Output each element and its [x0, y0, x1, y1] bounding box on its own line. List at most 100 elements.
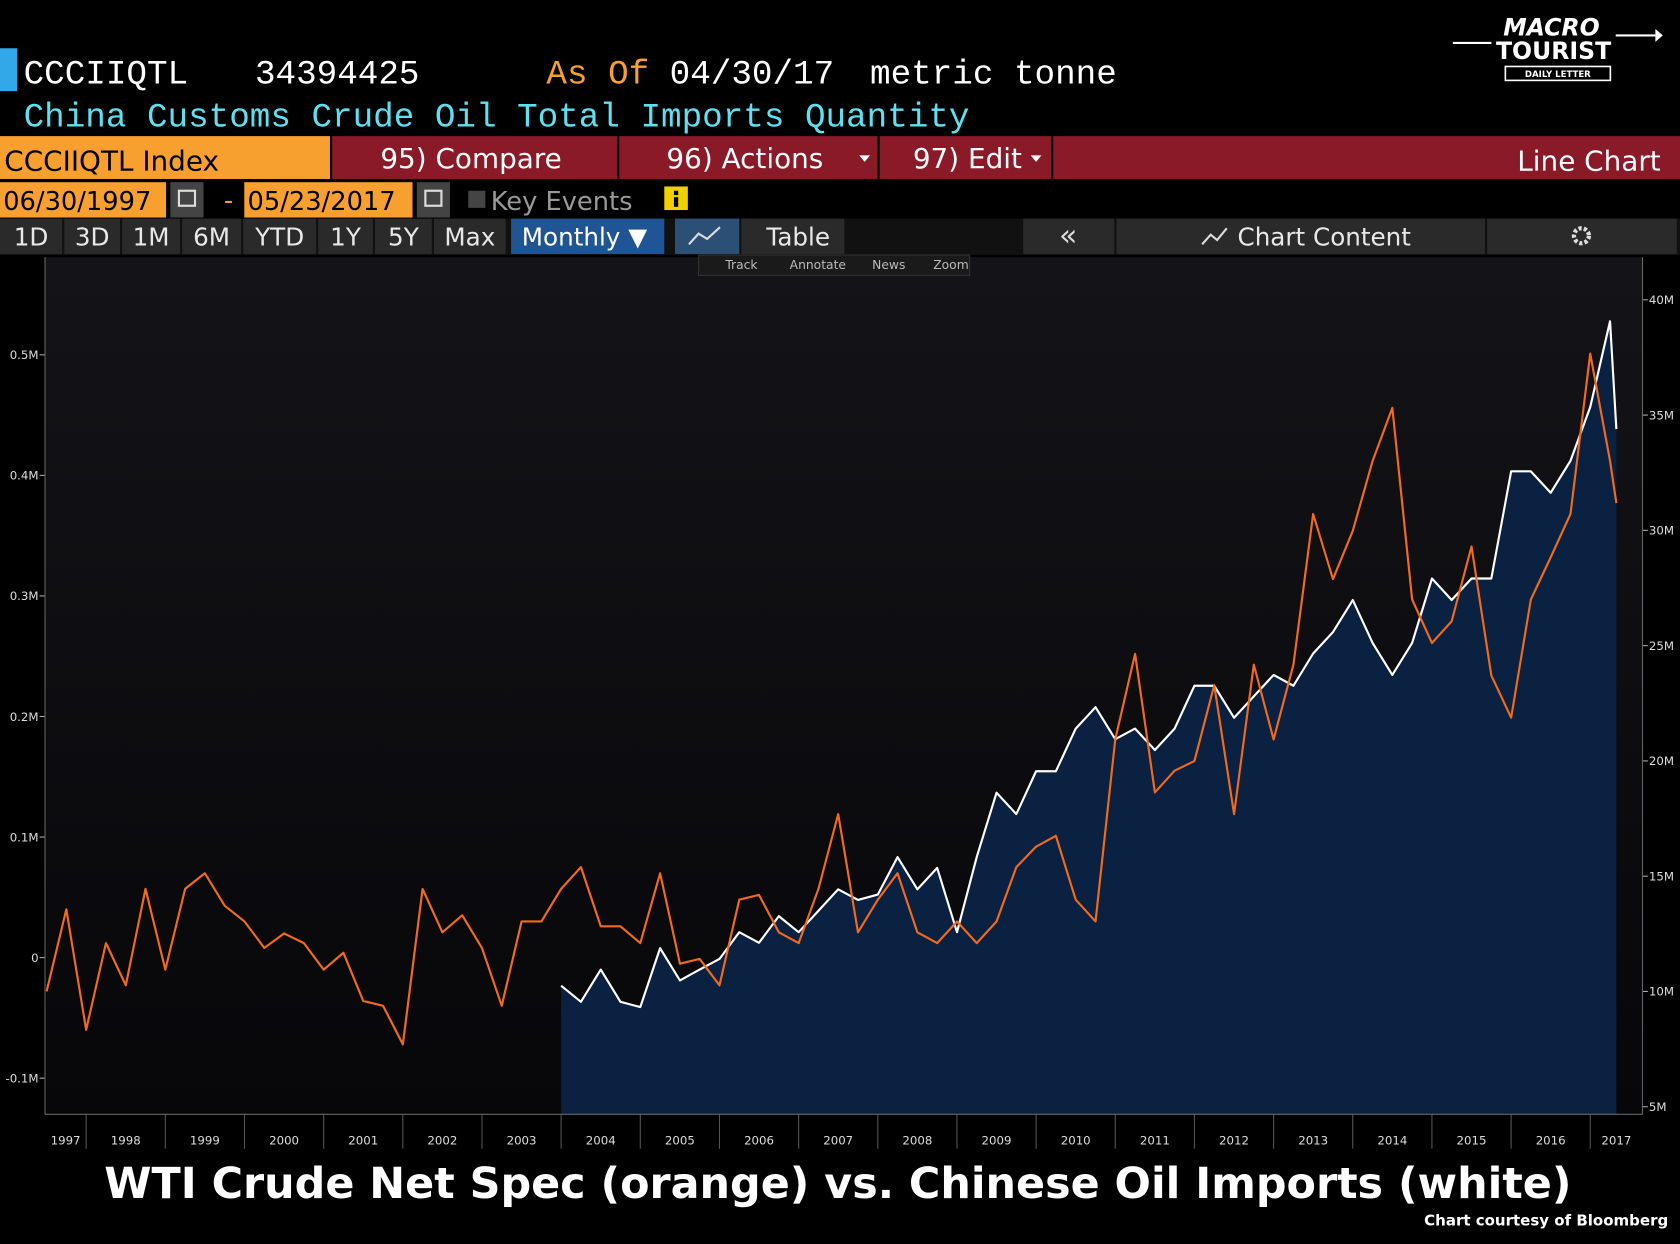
calendar-button[interactable] — [416, 182, 450, 218]
x-tick-label: 2012 — [1219, 1133, 1249, 1147]
y-tick-label: 0.3M — [10, 589, 39, 603]
collapse-button[interactable]: « — [1059, 218, 1077, 253]
period-box[interactable] — [0, 218, 63, 254]
chart-content-box[interactable] — [1116, 218, 1485, 254]
period-buttons: 1D 3D 1M 6M YTD 1Y 5Y Max — [0, 218, 506, 254]
chart-tool[interactable]: Track — [724, 258, 758, 272]
key-events-checkbox[interactable] — [468, 190, 486, 208]
y-tick-label: 0.1M — [10, 830, 39, 844]
period-button[interactable]: 3D — [75, 222, 110, 251]
calendar-icon — [177, 189, 197, 207]
y2-tick-label: 15M — [1649, 869, 1674, 883]
chart-content-button[interactable]: Chart Content — [1238, 222, 1412, 251]
logo-line2: TOURIST — [1496, 37, 1611, 65]
period-button[interactable]: 1Y — [330, 222, 362, 251]
x-tick-label: 1999 — [190, 1133, 220, 1147]
actions-button[interactable]: 96) Actions — [666, 142, 823, 175]
y-tick-label: 0 — [31, 951, 39, 965]
chart-tools-bar — [698, 254, 971, 276]
period-box[interactable] — [375, 218, 432, 254]
cursor-block — [0, 48, 18, 92]
security-box[interactable] — [0, 136, 330, 179]
chart-view-button[interactable] — [675, 218, 740, 254]
frequency-box[interactable] — [511, 218, 665, 254]
area — [561, 321, 1617, 1115]
settings-box[interactable] — [1487, 218, 1677, 254]
period-button[interactable]: YTD — [254, 222, 304, 251]
period-button[interactable]: 1M — [133, 222, 170, 251]
y2-tick-label: 5M — [1649, 1100, 1667, 1114]
x-tick-label: 2000 — [269, 1133, 299, 1147]
y-tick-label: 0.5M — [10, 348, 39, 362]
chart-tool[interactable]: Zoom — [933, 258, 969, 272]
x-tick-label: 2011 — [1140, 1133, 1170, 1147]
y2-tick-label: 25M — [1649, 639, 1674, 653]
chart: -0.1M 0 0.1M 0.2M 0.3M 0.4M 0.5M 5M 10M 15M 20M 25M… — [5, 293, 1674, 1149]
x-tick-label: 2002 — [427, 1133, 457, 1147]
edit-button[interactable]: 97) Edit — [913, 142, 1022, 175]
period-button[interactable]: 5Y — [388, 222, 420, 251]
x-tick-label: 2015 — [1457, 1133, 1487, 1147]
table-box[interactable] — [741, 218, 845, 254]
x-tick-label: 2017 — [1601, 1133, 1631, 1147]
as-of-date: 04/30/17 — [670, 56, 835, 95]
last-value: 34394425 — [255, 56, 420, 95]
settings-icon — [1571, 226, 1592, 246]
y2-tick-label: 30M — [1649, 524, 1674, 538]
y2-tick-label: 20M — [1649, 754, 1674, 768]
period-box[interactable] — [433, 218, 506, 254]
compare-button[interactable]: 95) Compare — [380, 142, 561, 175]
period-box[interactable] — [243, 218, 317, 254]
x-tick-label: 2006 — [744, 1133, 774, 1147]
period-button[interactable]: 1D — [14, 222, 49, 251]
x-tick-label: 2014 — [1377, 1133, 1407, 1147]
end-date[interactable]: 05/23/2017 — [247, 187, 395, 217]
calendar-icon — [424, 189, 443, 207]
start-date-box[interactable] — [0, 182, 167, 218]
x-tick-label: 1997 — [51, 1133, 81, 1147]
logo-box — [1504, 65, 1612, 82]
period-button[interactable]: Max — [444, 222, 495, 251]
frequency[interactable]: Monthly ▼ — [522, 222, 647, 251]
y2-tick-label: 40M — [1649, 293, 1674, 307]
y-tick-label: 0.4M — [10, 469, 39, 483]
chart-content-icon — [1201, 227, 1228, 246]
logo: MACRO TOURIST DAILY LETTER — [1452, 13, 1663, 82]
x-tick-label: 2001 — [348, 1133, 378, 1147]
chart-tool[interactable]: Annotate — [790, 258, 846, 272]
dropdown-caret — [1030, 155, 1042, 162]
x-tick-label: 2013 — [1298, 1133, 1328, 1147]
y2-tick-label: 10M — [1649, 985, 1674, 999]
logo-line1: MACRO — [1503, 13, 1599, 41]
period-box[interactable] — [64, 218, 120, 254]
ticker: CCCIIQTL — [24, 56, 189, 95]
toolbar-bar — [332, 136, 1680, 179]
x-tick-label: 2008 — [902, 1133, 932, 1147]
period-box[interactable] — [122, 218, 180, 254]
as-of-label: As Of — [546, 56, 649, 95]
x-tick-label: 2004 — [586, 1133, 616, 1147]
security[interactable]: CCCIIQTL Index — [4, 144, 219, 177]
end-date-box[interactable] — [244, 182, 413, 218]
period-box[interactable] — [318, 218, 373, 254]
description: China Customs Crude Oil Total Imports Qu… — [24, 98, 970, 137]
x-tick-label: 1998 — [111, 1133, 141, 1147]
line — [45, 352, 1618, 1046]
chart-tool[interactable]: News — [872, 258, 905, 272]
line — [560, 320, 1618, 1009]
table-button[interactable]: Table — [765, 222, 830, 251]
logo-line3: DAILY LETTER — [1525, 70, 1591, 80]
period-button[interactable]: 6M — [193, 222, 230, 251]
key-events-label[interactable]: Key Events — [491, 187, 633, 217]
start-date[interactable]: 06/30/1997 — [3, 187, 151, 217]
calendar-button[interactable] — [170, 182, 204, 218]
y-tick-label: -0.1M — [5, 1071, 38, 1085]
y-tick-label: 0.2M — [10, 710, 39, 724]
info-glyph — [673, 190, 679, 196]
chart-type[interactable]: Line Chart — [1517, 144, 1660, 177]
chart-view-icon — [688, 226, 721, 246]
x-tick-label: 2005 — [665, 1133, 695, 1147]
collapse-box[interactable] — [1023, 218, 1115, 254]
period-box[interactable] — [182, 218, 242, 254]
